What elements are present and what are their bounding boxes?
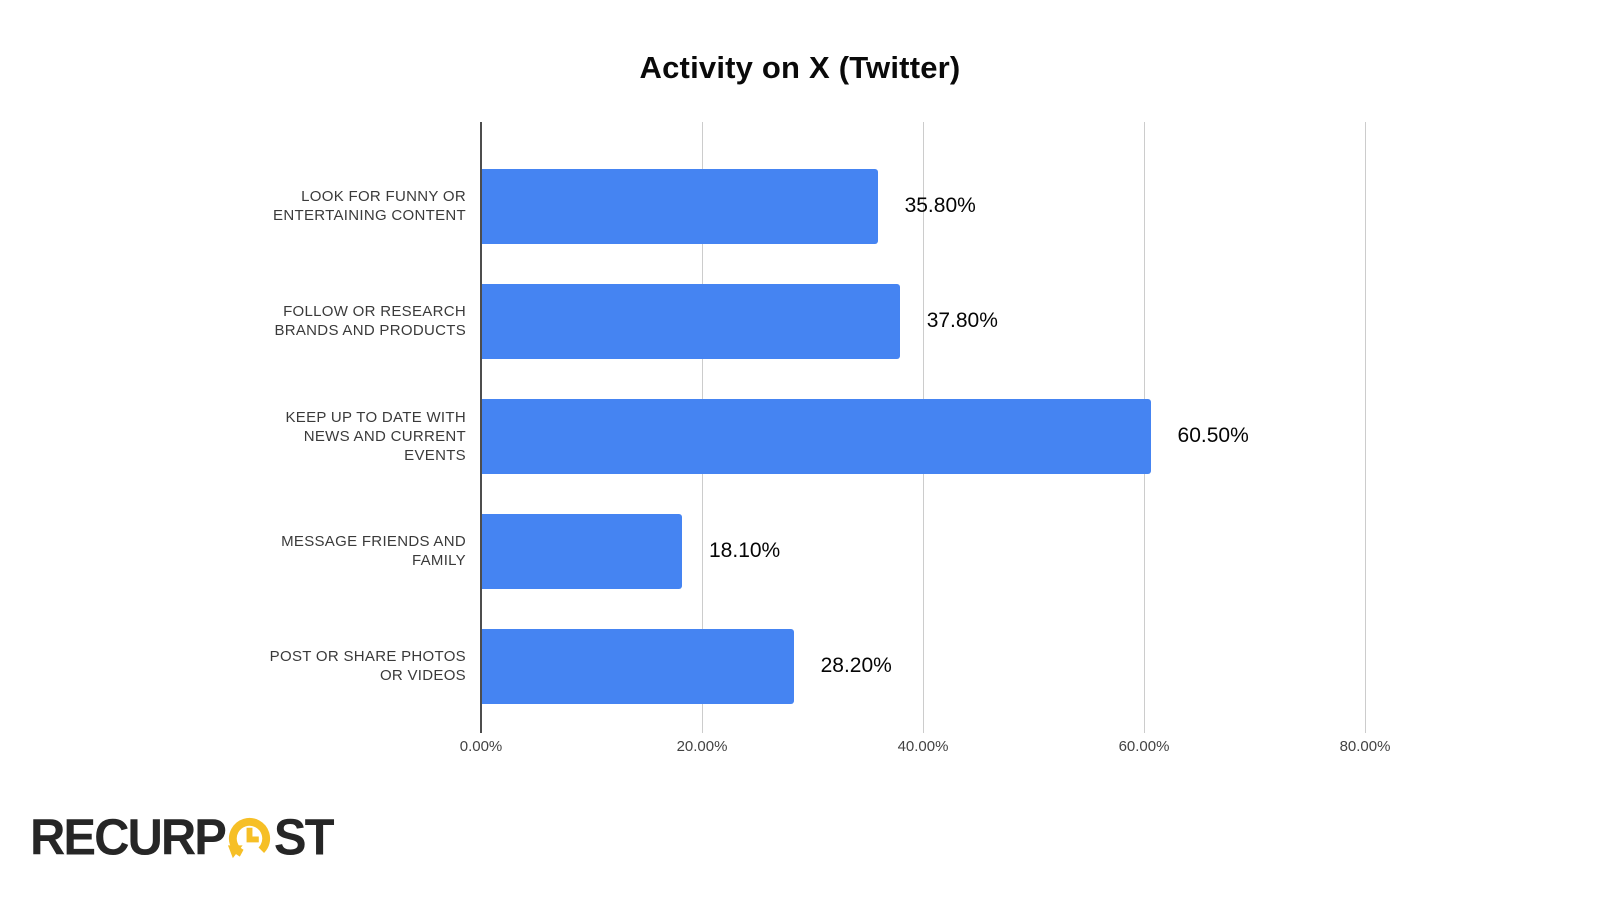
clock-refresh-icon [227,817,270,859]
x-tick-label: 0.00% [459,738,503,755]
bar [482,168,878,244]
value-label: 28.20% [820,654,892,677]
x-gridline [1365,122,1366,733]
value-label: 18.10% [709,539,781,562]
chart-title: Activity on X (Twitter) [639,50,961,85]
value-label: 60.50% [1177,424,1249,447]
category-label: LOOK FOR FUNNY OR ENTERTAINING CONTENT [273,188,466,224]
bar [482,283,900,359]
category-label: MESSAGE FRIENDS AND FAMILY [281,533,466,569]
category-label: FOLLOW OR RESEARCH BRANDS AND PRODUCTS [274,303,466,339]
x-tick-label: 60.00% [1118,738,1170,755]
category-label: POST OR SHARE PHOTOS OR VIDEOS [269,648,466,684]
bar [482,513,682,589]
category-label: KEEP UP TO DATE WITH NEWS AND CURRENT EV… [285,408,466,464]
value-label: 37.80% [926,309,998,332]
value-label: 35.80% [904,194,976,217]
x-axis-zero-line [480,122,482,733]
logo-text-left: RECURP [30,809,227,866]
bar [482,398,1151,474]
bar [482,628,794,704]
logo-text-right: ST [273,809,335,866]
x-tick-label: 80.00% [1339,738,1391,755]
recurpost-logo: RECURP ST [30,809,335,866]
x-tick-label: 20.00% [676,738,728,755]
x-tick-label: 40.00% [897,738,949,755]
